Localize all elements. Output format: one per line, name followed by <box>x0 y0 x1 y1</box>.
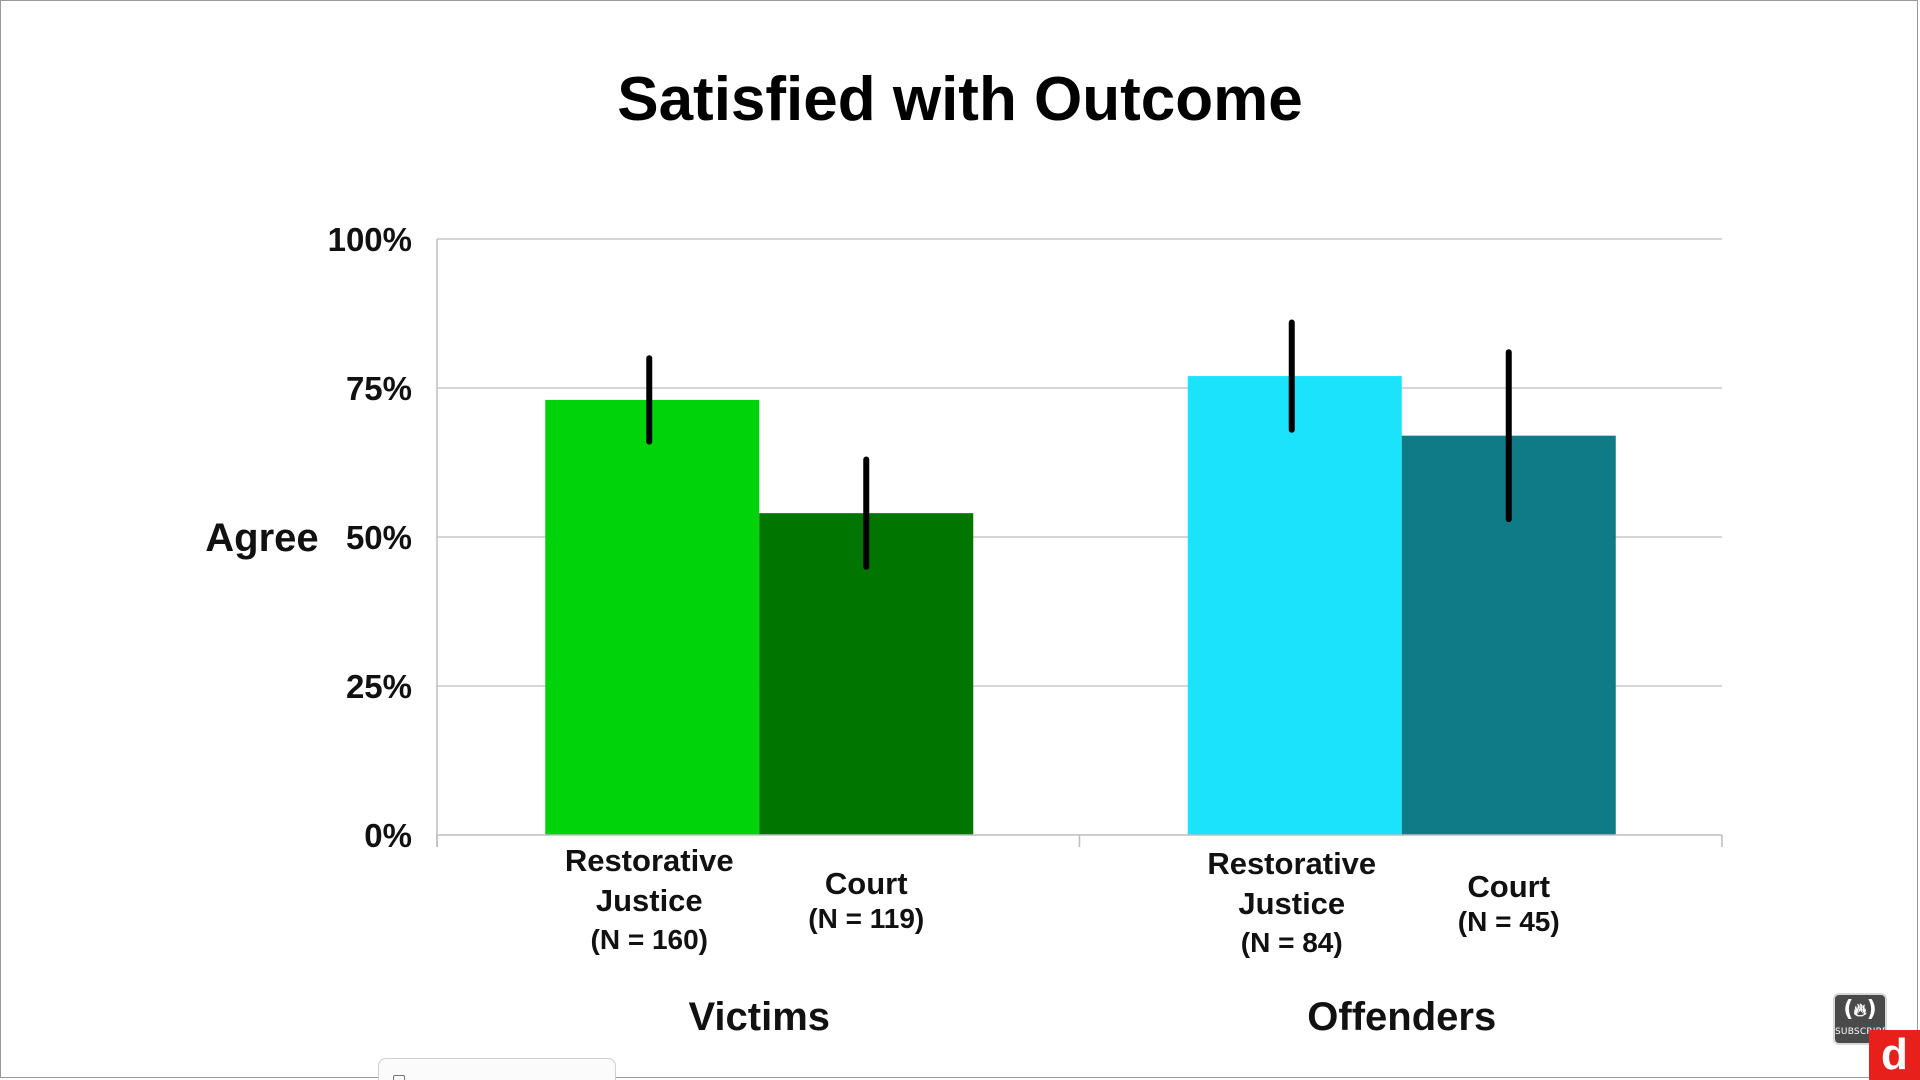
sample-size-label: (N = 119) <box>808 903 924 934</box>
category-label: Restorative <box>1207 846 1376 881</box>
subscribe-text: SUBSCRIBE <box>1835 1027 1887 1037</box>
brand-logo: d <box>1869 1030 1920 1080</box>
y-axis-label: Agree <box>205 516 318 560</box>
y-tick-label: 50% <box>346 519 412 556</box>
window-icon <box>393 1075 405 1080</box>
bar <box>545 399 760 835</box>
bars <box>545 376 1616 835</box>
category-label: Restorative <box>565 843 734 878</box>
error-bars <box>646 319 1512 570</box>
category-label: Justice <box>596 883 703 918</box>
group-label: Offenders <box>1307 995 1496 1039</box>
y-tick-label: 25% <box>346 668 412 705</box>
chart-title: Satisfied with Outcome <box>617 65 1303 134</box>
axes <box>436 239 1723 847</box>
y-tick-label: 75% <box>346 370 412 407</box>
sample-size-label: (N = 45) <box>1458 906 1560 937</box>
bottom-popup[interactable] <box>378 1058 616 1080</box>
category-label: Justice <box>1238 886 1345 921</box>
y-tick-label: 0% <box>364 817 412 854</box>
group-label: Victims <box>688 995 830 1039</box>
category-label: Court <box>825 866 908 901</box>
group-labels: Victims Offenders <box>688 995 1496 1039</box>
category-label: Court <box>1467 869 1550 904</box>
sample-size-label: (N = 84) <box>1241 927 1343 958</box>
flame-icon: (🔥︎) <box>1843 997 1877 1022</box>
y-tick-label: 100% <box>328 221 412 258</box>
bar <box>1187 376 1402 835</box>
sample-size-label: (N = 160) <box>591 924 709 955</box>
y-tick-labels: 0% 25% 50% 75% 100% <box>328 221 412 854</box>
